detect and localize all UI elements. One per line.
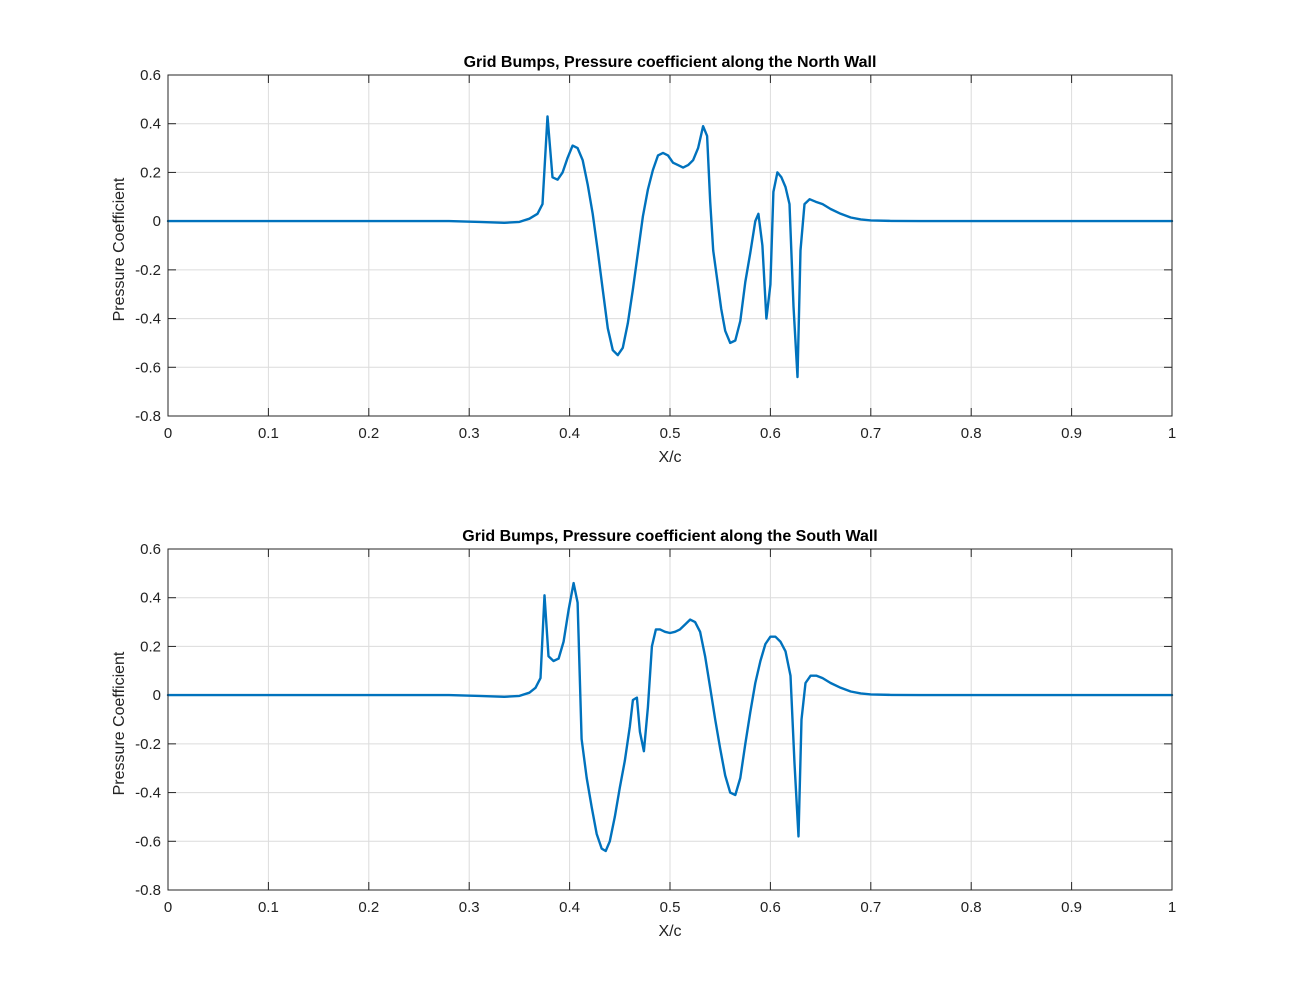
y-tick-label: -0.2	[135, 262, 161, 279]
x-tick-label: 0.2	[358, 899, 379, 916]
north-wall-plot: 0 0.1 0.2 0.3 0.4 0.5 0.6 0.7 0.8 0.9 1 -0.8 -0.6 -0.…	[111, 54, 1176, 466]
x-tick-label: 0	[164, 425, 172, 442]
y-axis-label: Pressure Coefficient	[111, 177, 128, 321]
x-tick-label: 0.2	[358, 425, 379, 442]
x-tick-label: 1	[1168, 425, 1176, 442]
x-tick-label: 0.5	[660, 899, 681, 916]
x-tick-label: 0.5	[660, 425, 681, 442]
x-tick-label: 0.8	[961, 425, 982, 442]
y-tick-label: -0.8	[135, 882, 161, 899]
y-tick-label: 0.6	[140, 541, 161, 558]
x-tick-label: 0.8	[961, 899, 982, 916]
x-tick-label: 0.3	[459, 425, 480, 442]
y-tick-label: -0.6	[135, 359, 161, 376]
x-tick-label: 0.4	[559, 425, 580, 442]
y-tick-label: 0.6	[140, 67, 161, 84]
chart-title: Grid Bumps, Pressure coefficient along t…	[464, 54, 877, 71]
chart-title: Grid Bumps, Pressure coefficient along t…	[462, 528, 877, 545]
y-axis-label: Pressure Coefficient	[111, 651, 128, 795]
x-tick-label: 0.7	[860, 899, 881, 916]
x-tick-label: 0	[164, 899, 172, 916]
x-tick-label: 0.6	[760, 425, 781, 442]
y-tick-label: 0	[153, 213, 161, 230]
x-tick-label: 0.9	[1061, 899, 1082, 916]
x-tick-label: 0.4	[559, 899, 580, 916]
y-tick-label: 0.2	[140, 638, 161, 655]
axes-frame	[167, 74, 1173, 417]
x-tick-label: 1	[1168, 899, 1176, 916]
south-wall-plot: 0 0.1 0.2 0.3 0.4 0.5 0.6 0.7 0.8 0.9 1 -0.8 -0.6 -0.…	[111, 528, 1176, 940]
x-tick-label: 0.9	[1061, 425, 1082, 442]
y-tick-label: 0.4	[140, 590, 161, 607]
y-tick-label: 0.2	[140, 164, 161, 181]
x-tick-label: 0.3	[459, 899, 480, 916]
y-tick-label: -0.4	[135, 311, 161, 328]
series-line	[166, 115, 1174, 379]
series-line	[166, 581, 1174, 853]
x-tick-label: 0.1	[258, 899, 279, 916]
x-tick-label: 0.1	[258, 425, 279, 442]
y-tick-label: 0	[153, 687, 161, 704]
y-tick-label: -0.6	[135, 833, 161, 850]
y-tick-label: -0.2	[135, 736, 161, 753]
x-tick-label: 0.6	[760, 899, 781, 916]
y-tick-label: -0.4	[135, 785, 161, 802]
x-tick-label: 0.7	[860, 425, 881, 442]
axes-frame	[167, 548, 1173, 891]
y-tick-label: -0.8	[135, 408, 161, 425]
y-tick-label: 0.4	[140, 116, 161, 133]
x-axis-label: X/c	[658, 449, 681, 466]
x-axis-label: X/c	[658, 923, 681, 940]
